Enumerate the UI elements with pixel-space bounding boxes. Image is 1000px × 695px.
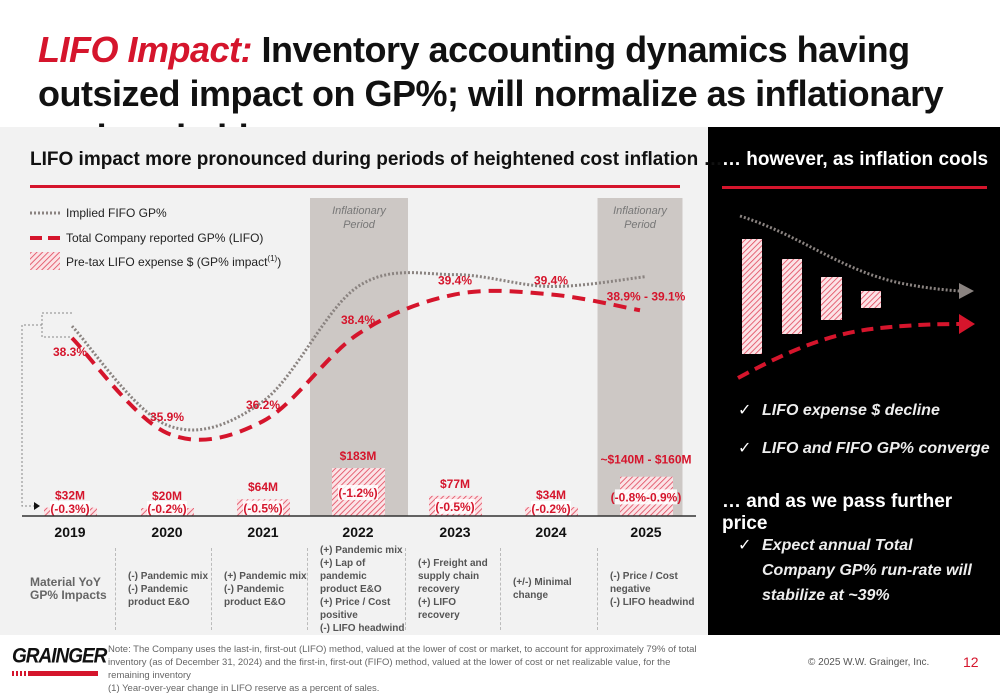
expense-label: $34M: [536, 488, 566, 502]
table-row-label: Material YoY GP% Impacts: [30, 575, 107, 602]
impact-line: (+) Lap of pandemic: [320, 557, 367, 582]
impact-line: (+) Pandemic mix: [224, 570, 307, 582]
impact-cell: (-) Price / Cost negative (-) LIFO headwin…: [597, 548, 708, 630]
impact-label-bg: [50, 501, 90, 516]
impact-line: (+) LIFO recovery: [418, 596, 460, 621]
impact-label-bg: [435, 498, 475, 514]
impact-line: product E&O: [224, 596, 286, 608]
impact-cell: (-) Pandemic mix (-) Pandemic product E&O: [115, 548, 211, 630]
impact-line: (+) Freight and: [418, 557, 488, 569]
year-label: 2021: [247, 524, 278, 540]
year-label: 2022: [342, 524, 373, 540]
impact-line: (-) Pandemic mix: [128, 570, 209, 582]
year-label: 2024: [535, 524, 566, 540]
lifo-gp-label: 39.4%: [534, 273, 568, 287]
impact-label: (-0.2%): [531, 502, 570, 516]
divider: [30, 185, 680, 188]
expense-label: $20M: [152, 489, 182, 503]
impact-label-bg: [147, 501, 187, 516]
impact-cell: (+) Freight and supply chain recovery (+) L…: [405, 548, 500, 630]
slide-title: LIFO Impact: Inventory accounting dynami…: [38, 29, 944, 158]
lifo-chart: Inflationary Period Inflationary Period Imp…: [21, 198, 696, 540]
lifo-gp-label: 39.4%: [438, 273, 472, 287]
impact-label: (-0.5%): [243, 502, 282, 516]
legend-expense-swatch: [30, 252, 60, 270]
impact-line: product E&O: [128, 596, 190, 608]
legend-lifo: Total Company reported GP% (LIFO): [66, 231, 263, 245]
check-item: ✓ LIFO and FIFO GP% converge: [738, 440, 990, 457]
inflationary-period-label: Period: [343, 219, 376, 231]
year-label: 2020: [151, 524, 182, 540]
impact-cell: (+/-) Minimal change: [500, 548, 597, 630]
impact-line: (+) Price / Cost: [320, 596, 391, 608]
impact-line: (-) LIFO headwind: [320, 622, 405, 634]
legend: Implied FIFO GP% Total Company reported …: [30, 206, 281, 270]
impact-line: recovery: [418, 583, 460, 595]
impact-line: (-) LIFO headwind: [610, 596, 695, 608]
impact-label-bg: [531, 501, 571, 516]
expense-label: ~$140M - $160M: [600, 453, 691, 467]
lifo-line: [70, 288, 641, 442]
impact-label-bg: [243, 500, 283, 516]
expense-label: $32M: [55, 489, 85, 503]
impact-label-bg: [338, 485, 378, 501]
right-heading-2: … and as we pass further price: [722, 491, 953, 534]
expense-label: $183M: [340, 449, 377, 463]
impact-line: (-) Pandemic: [128, 583, 189, 595]
impact-line: (-) Pandemic: [224, 583, 285, 595]
impact-label: (-0.2%): [147, 502, 186, 516]
impact-line: supply chain: [418, 570, 480, 582]
impact-line: product E&O: [320, 583, 382, 595]
lifo-gp-label: 38.9% - 39.1%: [607, 289, 686, 303]
chart-subtitle: LIFO impact more pronounced during perio…: [30, 149, 723, 170]
impact-line: positive: [320, 609, 358, 621]
copyright: © 2025 W.W. Grainger, Inc.: [808, 657, 930, 668]
inflationary-period-label: Inflationary: [332, 205, 387, 217]
footnote: Note: The Company uses the last-in, firs…: [108, 644, 697, 694]
page-number: 12: [963, 654, 979, 670]
lifo-gp-label: 38.4%: [341, 313, 375, 327]
year-label: 2019: [54, 524, 85, 540]
impact-line: negative: [610, 583, 651, 595]
legend-expense: Pre-tax LIFO expense $ (GP% impact(1)): [66, 254, 281, 269]
year-label: 2023: [439, 524, 470, 540]
expense-label: $77M: [440, 477, 470, 491]
fifo-line: [70, 271, 647, 432]
year-label: 2025: [630, 524, 661, 540]
inflationary-period-label: Period: [624, 219, 657, 231]
right-heading-1: … however, as inflation cools: [722, 149, 989, 170]
impact-line: (-) Price / Cost: [610, 570, 678, 582]
grainger-logo: GRAINGER: [12, 645, 107, 676]
impact-label: (-0.8%-0.9%): [611, 490, 682, 504]
legend-fifo: Implied FIFO GP%: [66, 206, 167, 220]
right-divider: [722, 186, 987, 189]
lifo-gp-label: 36.2%: [246, 398, 280, 412]
impact-label: (-0.3%): [50, 502, 89, 516]
lifo-gp-label: 38.3%: [53, 345, 87, 359]
impact-line: (+/-) Minimal change: [513, 577, 572, 601]
2019-bracket: [21, 312, 72, 510]
inflationary-period-band: [310, 198, 408, 516]
impact-label: (-0.5%): [435, 500, 474, 514]
impact-cell: (+) Pandemic mix (+) Lap of pandemic produ…: [307, 545, 405, 634]
lifo-gp-label: 35.9%: [150, 410, 184, 424]
inflationary-period-band: [597, 198, 683, 516]
impact-cell: (+) Pandemic mix (-) Pandemic product E&O: [211, 548, 307, 630]
impact-label-bg: [615, 489, 677, 505]
check-item: ✓ Expect annual Total Company GP% run-ra…: [738, 537, 972, 604]
check-item: ✓ LIFO expense $ decline: [738, 402, 940, 419]
expense-label: $64M: [248, 480, 278, 494]
impact-label: (-1.2%): [338, 486, 377, 500]
right-panel: [708, 127, 1000, 635]
impact-line: (+) Pandemic mix: [320, 544, 403, 556]
inflationary-period-label: Inflationary: [613, 205, 668, 217]
